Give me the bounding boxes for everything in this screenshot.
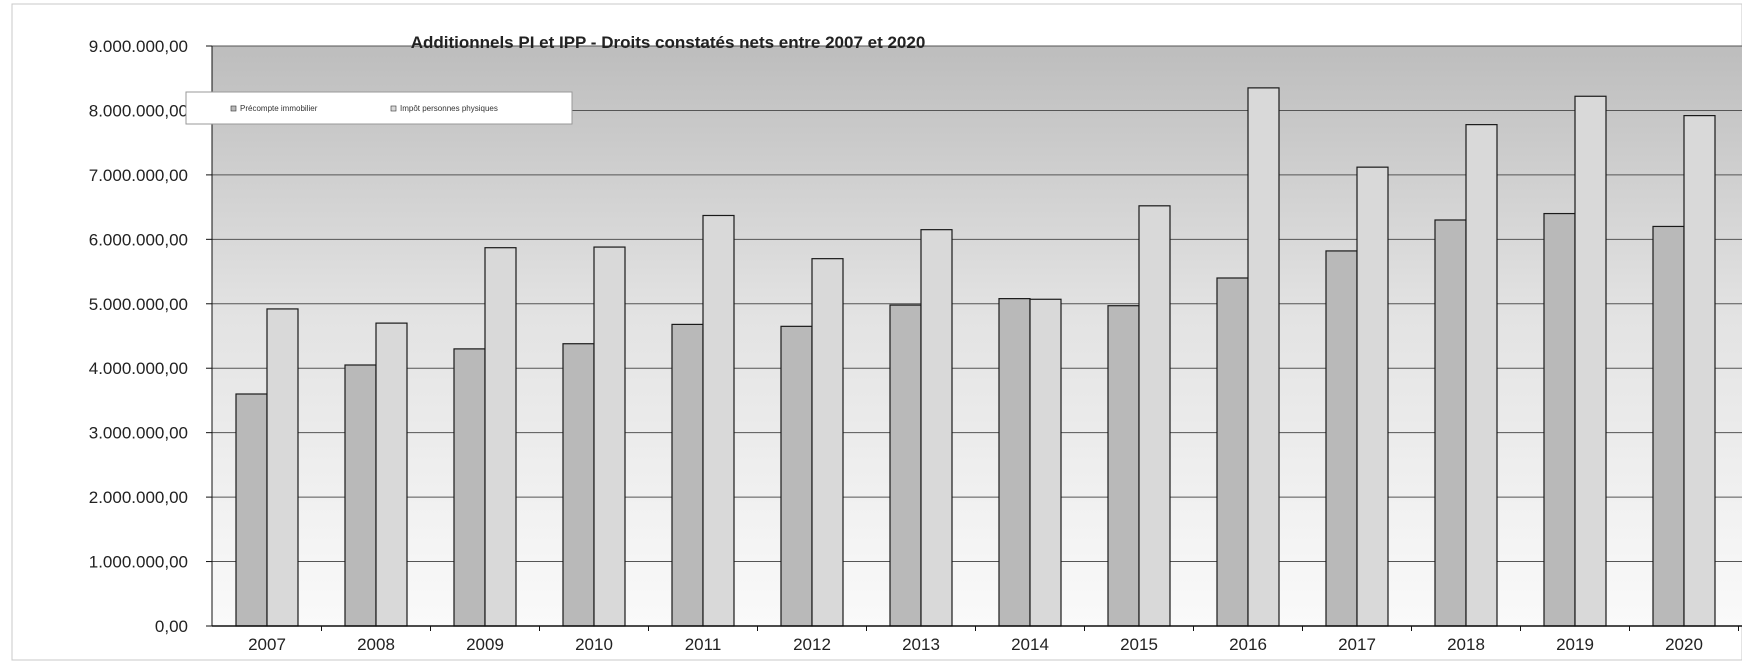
legend-label-precompte: Précompte immobilier	[240, 104, 318, 113]
y-axis-ticks: 0,00 1.000.000,00 2.000.000,00 3.000.000,00…	[89, 37, 212, 636]
bar-ipp	[266, 308, 299, 627]
x-tick-label: 2020	[1665, 635, 1703, 654]
bar-ipp	[1247, 87, 1280, 627]
bar-ipp	[920, 229, 953, 627]
bar-precompte	[889, 304, 922, 627]
bar-ipp	[1138, 205, 1171, 627]
bar-precompte	[344, 364, 377, 627]
y-tick-label: 6.000.000,00	[89, 230, 188, 249]
x-tick-label: 2019	[1556, 635, 1594, 654]
bar-precompte	[1107, 305, 1140, 627]
bar-precompte	[1652, 225, 1685, 627]
x-tick-label: 2016	[1229, 635, 1267, 654]
x-tick-label: 2011	[685, 635, 722, 654]
bar-ipp	[702, 214, 735, 627]
y-tick-label: 2.000.000,00	[89, 488, 188, 507]
legend-box	[185, 91, 573, 125]
bar-ipp	[1029, 298, 1062, 627]
y-tick-label: 7.000.000,00	[89, 166, 188, 185]
x-tick-label: 2018	[1447, 635, 1485, 654]
y-tick-label: 4.000.000,00	[89, 359, 188, 378]
x-tick-label: 2013	[902, 635, 940, 654]
bar-ipp	[484, 247, 517, 627]
y-tick-label: 9.000.000,00	[89, 37, 188, 56]
legend: Précompte immobilier Impôt personnes phy…	[185, 91, 573, 125]
bar-ipp	[593, 246, 626, 627]
y-tick-label: 3.000.000,00	[89, 424, 188, 443]
x-tick-label: 2009	[466, 635, 504, 654]
bar-ipp	[811, 258, 844, 627]
legend-swatch-ipp	[390, 105, 397, 112]
bar-precompte	[453, 348, 486, 627]
bar-ipp	[375, 322, 408, 627]
bar-ipp	[1683, 114, 1716, 627]
bar-precompte	[1434, 219, 1467, 627]
bar-ipp	[1574, 95, 1607, 627]
x-tick-label: 2010	[575, 635, 613, 654]
bars	[235, 87, 1716, 627]
y-tick-label: 1.000.000,00	[89, 553, 188, 572]
x-axis-ticks: 2007 2008 2009 2010 2011 2012 2013 2014 2015 2016…	[248, 626, 1739, 654]
y-tick-label: 0,00	[155, 617, 188, 636]
x-tick-label: 2017	[1338, 635, 1376, 654]
plot-area	[212, 46, 1742, 626]
bar-ipp	[1356, 166, 1389, 627]
bar-ipp	[1465, 124, 1498, 627]
legend-swatch-precompte	[230, 105, 237, 112]
bar-precompte	[1325, 250, 1358, 627]
x-tick-label: 2012	[793, 635, 831, 654]
x-tick-label: 2015	[1120, 635, 1158, 654]
y-tick-label: 8.000.000,00	[89, 101, 188, 120]
bar-precompte	[780, 325, 813, 627]
x-tick-label: 2008	[357, 635, 395, 654]
bar-precompte	[998, 298, 1031, 627]
bar-precompte	[1543, 212, 1576, 627]
x-tick-label: 2007	[248, 635, 286, 654]
x-tick-label: 2014	[1011, 635, 1049, 654]
chart-title: Additionnels PI et IPP - Droits constaté…	[411, 33, 926, 52]
bar-precompte	[235, 393, 268, 627]
legend-label-ipp: Impôt personnes physiques	[400, 104, 498, 113]
bar-precompte	[1216, 277, 1249, 627]
y-tick-label: 5.000.000,00	[89, 295, 188, 314]
bar-precompte	[562, 343, 595, 627]
bar-precompte	[671, 323, 704, 627]
